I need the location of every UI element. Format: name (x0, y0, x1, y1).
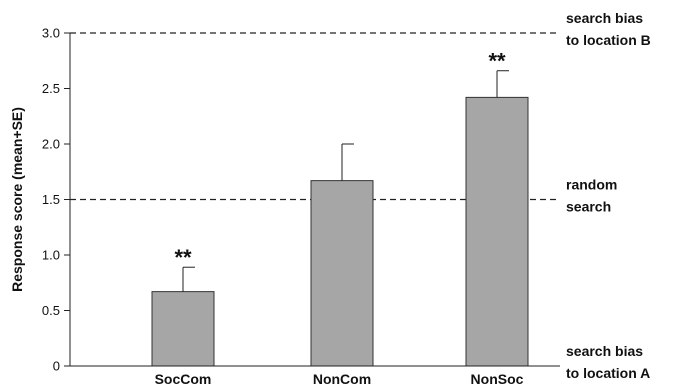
bars: ** ** (151, 49, 529, 367)
y-tick-label: 3.0 (42, 26, 60, 41)
bar (151, 291, 215, 367)
significance-marker: ** (174, 245, 192, 270)
reference-annotation: to location B (566, 32, 651, 48)
y-axis-ticks: 0 0.5 1.0 1.5 2.0 2.5 3.0 (42, 26, 70, 374)
y-tick-label: 2.5 (42, 81, 60, 96)
reference-annotation: search bias (566, 10, 643, 26)
y-tick-label: 0.5 (42, 303, 60, 318)
y-tick-label: 2.0 (42, 137, 60, 152)
reference-annotation: search (566, 199, 611, 215)
significance-marker: ** (488, 49, 506, 74)
category-labels: SocCom NonCom NonSoc (155, 371, 524, 387)
x-category-label: SocCom (155, 371, 212, 387)
y-tick-label: 1.5 (42, 192, 60, 207)
x-category-label: NonSoc (471, 371, 524, 387)
bar (465, 96, 529, 367)
reference-annotation: to location A (566, 365, 650, 381)
y-tick-label: 1.0 (42, 248, 60, 263)
y-tick-label: 0 (53, 359, 60, 374)
y-axis-title: Response score (mean+SE) (9, 107, 25, 292)
reference-annotations: search bias to location B random search sear… (566, 10, 651, 381)
x-category-label: NonCom (313, 371, 371, 387)
bar (310, 180, 374, 367)
reference-annotation: search bias (566, 343, 643, 359)
reference-annotation: random (566, 177, 617, 193)
